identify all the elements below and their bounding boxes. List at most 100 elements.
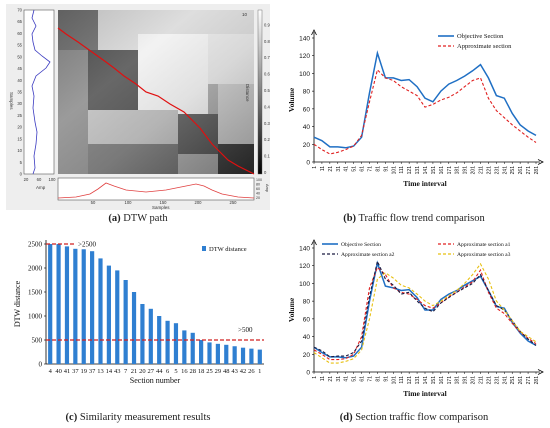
colorbar xyxy=(257,9,263,175)
x-tick-label: 43 xyxy=(231,368,238,375)
x-tick-label: 42 xyxy=(240,368,247,375)
bottom-ytick-label: 60 xyxy=(256,187,260,191)
y-tick-label: 20 xyxy=(303,142,311,149)
x-tick-label: 27 xyxy=(148,368,155,375)
panel-a-dtw-path: 70 65 60 55 50 45 40 35 30 25 20 15 10 5 0 Samples 20 6… xyxy=(6,4,270,210)
legend-label: DTW distance xyxy=(209,246,247,253)
x-tick-label: 151 xyxy=(431,376,437,385)
x-tick-label: 44 xyxy=(156,368,163,375)
bar xyxy=(257,349,262,364)
x-tick-label: 161 xyxy=(439,166,445,175)
bar xyxy=(182,330,187,364)
x-tick-label: 151 xyxy=(431,166,437,175)
bar xyxy=(73,248,78,364)
x-tick-label: 43 xyxy=(114,368,121,375)
bottom-ytick-label: 80 xyxy=(256,183,260,187)
x-tick-label: 6 xyxy=(166,368,170,375)
x-tick-label: 71 xyxy=(368,376,374,382)
bar xyxy=(131,292,137,364)
left-ylabel: Samples xyxy=(9,92,14,110)
x-tick-label: 13 xyxy=(97,368,104,375)
bar xyxy=(98,258,103,364)
y-tick-label: 2000 xyxy=(28,265,43,273)
colorbar-label: Distance xyxy=(245,84,250,102)
x-tick-label: 91 xyxy=(383,376,389,382)
legend-label: Approximate section a2 xyxy=(341,252,395,258)
y-tick-label: 80 xyxy=(303,89,311,96)
colorbar-tick-label: 0.5 xyxy=(264,88,270,93)
x-tick-label: 40 xyxy=(55,368,62,375)
y-tick-label: 0 xyxy=(306,160,310,167)
left-ytick-label: 40 xyxy=(17,78,22,83)
x-tick-label: 81 xyxy=(375,166,381,172)
y-axis-arrow xyxy=(311,29,317,36)
x-tick-label: 221 xyxy=(486,166,492,175)
x-tick-label: 61 xyxy=(360,376,366,382)
y-tick-label: 20 xyxy=(303,352,311,359)
y-tick-label: 80 xyxy=(303,299,311,306)
x-tick-label: 1 xyxy=(312,376,318,379)
dtw-warping-path xyxy=(57,27,255,175)
x-tick-label: 251 xyxy=(510,166,516,175)
bar xyxy=(199,340,204,364)
x-tick-label: 18 xyxy=(198,368,205,375)
left-ytick-label: 50 xyxy=(17,54,22,59)
x-tick-label: 14 xyxy=(106,368,113,375)
bar xyxy=(249,348,254,364)
y-tick-label: 40 xyxy=(303,124,311,131)
bar xyxy=(224,344,229,364)
legend-label: Approximate section a3 xyxy=(457,252,511,258)
x-tick-label: 11 xyxy=(320,376,326,381)
x-tick-label: 81 xyxy=(375,376,381,382)
left-ytick-label: 55 xyxy=(17,43,22,48)
x-tick-label: 161 xyxy=(439,376,445,385)
y-tick-label: 120 xyxy=(299,53,310,60)
bar xyxy=(232,346,237,364)
bar xyxy=(215,343,220,364)
bar xyxy=(81,249,86,364)
caption-b: (b) Traffic flow trend comparison xyxy=(343,213,485,224)
x-tick-label: 141 xyxy=(423,166,429,175)
series-line xyxy=(313,262,537,364)
bar xyxy=(165,320,170,364)
bottom-xtick-label: 100 xyxy=(125,200,133,205)
bottom-xtick-label: 50 xyxy=(91,200,96,205)
colorbar-tick-label: 0.6 xyxy=(264,72,270,77)
x-tick-label: 61 xyxy=(360,166,366,172)
x-tick-label: 121 xyxy=(407,166,413,175)
series-line xyxy=(313,259,537,358)
left-ytick-label: 60 xyxy=(17,31,22,36)
x-tick-label: 20 xyxy=(139,368,146,375)
left-ytick-label: 10 xyxy=(17,148,22,153)
x-tick-label: 21 xyxy=(328,376,334,382)
left-ytick-label: 5 xyxy=(20,160,23,165)
y-tick-label: 500 xyxy=(32,337,43,345)
left-ytick-label: 20 xyxy=(17,125,22,130)
reference-label: >500 xyxy=(238,326,253,334)
caption-d: (d) Section traffic flow comparison xyxy=(339,412,489,423)
x-tick-label: 181 xyxy=(455,166,461,175)
colorbar-tick-label: 0.9 xyxy=(264,22,270,27)
left-xtick-label: 20 xyxy=(24,177,29,182)
left-ytick-label: 30 xyxy=(17,101,22,106)
x-tick-label: 171 xyxy=(447,376,453,385)
x-tick-label: 31 xyxy=(336,376,342,382)
x-tick-label: 211 xyxy=(479,376,485,384)
y-tick-label: 0 xyxy=(39,361,43,369)
bottom-xtick-label: 250 xyxy=(230,200,238,205)
y-tick-label: 140 xyxy=(299,246,310,253)
x-tick-label: 7 xyxy=(124,368,128,375)
y-tick-label: 1500 xyxy=(28,289,43,297)
y-tick-label: 140 xyxy=(299,36,310,43)
y-tick-label: 1000 xyxy=(28,313,43,321)
x-tick-label: 231 xyxy=(494,166,500,175)
bar xyxy=(173,323,179,364)
x-tick-label: 281 xyxy=(534,166,540,175)
bar xyxy=(240,347,246,364)
bar xyxy=(148,308,153,364)
x-tick-label: 111 xyxy=(399,166,405,174)
x-axis-label: Section number xyxy=(130,376,181,385)
bar xyxy=(90,251,95,364)
bottom-xlabel: Samples xyxy=(152,205,170,210)
